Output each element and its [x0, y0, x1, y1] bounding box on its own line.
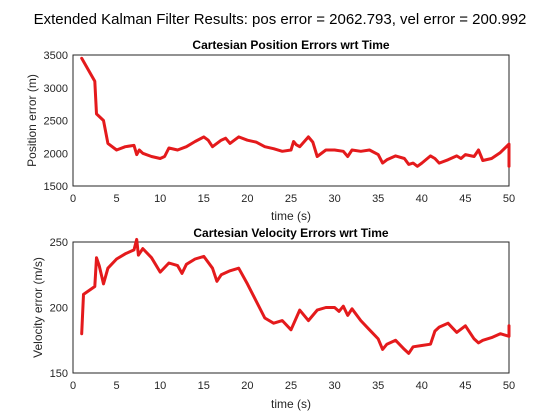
velocity-error-series-line — [80, 237, 511, 355]
position-y-tick-label: 3000 — [44, 83, 68, 95]
velocity-axes-title: Cartesian Velocity Errors wrt Time — [193, 226, 389, 240]
position-ticks: 0 5 10 15 20 25 30 35 40 45 50 1500 2000 2500 3000 3500 — [44, 50, 516, 205]
position-x-tick-label: 40 — [416, 193, 428, 205]
velocity-x-tick-label: 30 — [328, 380, 340, 392]
velocity-y-tick-label: 150 — [50, 368, 68, 380]
position-x-tick-label: 5 — [114, 193, 120, 205]
position-y-axis-label: Position error (m) — [25, 74, 39, 167]
position-x-tick-label: 10 — [154, 193, 166, 205]
position-y-tick-label: 2000 — [44, 148, 68, 160]
velocity-series — [80, 237, 511, 355]
position-x-tick-label: 20 — [241, 193, 253, 205]
velocity-x-axis-label: time (s) — [271, 397, 311, 411]
velocity-y-tick-label: 200 — [50, 303, 68, 315]
velocity-x-tick-label: 20 — [241, 380, 253, 392]
velocity-axes-frame — [72, 241, 510, 374]
velocity-x-tick-label: 35 — [372, 380, 384, 392]
position-series — [80, 56, 511, 168]
position-x-tick-label: 0 — [70, 193, 76, 205]
velocity-x-tick-label: 10 — [154, 380, 166, 392]
position-y-tick-label: 2500 — [44, 116, 68, 128]
position-y-tick-label: 1500 — [44, 181, 68, 193]
velocity-ticks: 0 5 10 15 20 25 30 35 40 45 50 150 200 250 — [50, 237, 515, 392]
position-error-series-line — [80, 56, 511, 168]
position-x-tick-label: 45 — [459, 193, 471, 205]
position-x-tick-label: 25 — [285, 193, 297, 205]
velocity-x-tick-label: 5 — [114, 380, 120, 392]
velocity-x-tick-label: 25 — [285, 380, 297, 392]
position-error-axes: 0 5 10 15 20 25 30 35 40 45 50 1500 2000 2500 3000 3500… — [25, 38, 515, 223]
position-x-tick-label: 35 — [372, 193, 384, 205]
velocity-y-tick-label: 250 — [50, 237, 68, 249]
position-x-axis-label: time (s) — [271, 209, 311, 223]
position-axes-frame — [72, 54, 510, 187]
position-axes-title: Cartesian Position Errors wrt Time — [192, 38, 389, 52]
position-x-tick-label: 30 — [328, 193, 340, 205]
velocity-x-tick-label: 50 — [503, 380, 515, 392]
position-x-tick-label: 50 — [503, 193, 515, 205]
velocity-x-tick-label: 40 — [416, 380, 428, 392]
velocity-x-tick-label: 45 — [459, 380, 471, 392]
velocity-x-tick-label: 0 — [70, 380, 76, 392]
velocity-x-tick-label: 15 — [198, 380, 210, 392]
position-y-tick-label: 3500 — [44, 50, 68, 62]
position-x-tick-label: 15 — [198, 193, 210, 205]
velocity-y-axis-label: Velocity error (m/s) — [31, 257, 45, 358]
figure-suptitle: Extended Kalman Filter Results: pos erro… — [34, 11, 527, 28]
velocity-error-axes: 0 5 10 15 20 25 30 35 40 45 50 150 200 250 Cartesian … — [31, 226, 515, 411]
